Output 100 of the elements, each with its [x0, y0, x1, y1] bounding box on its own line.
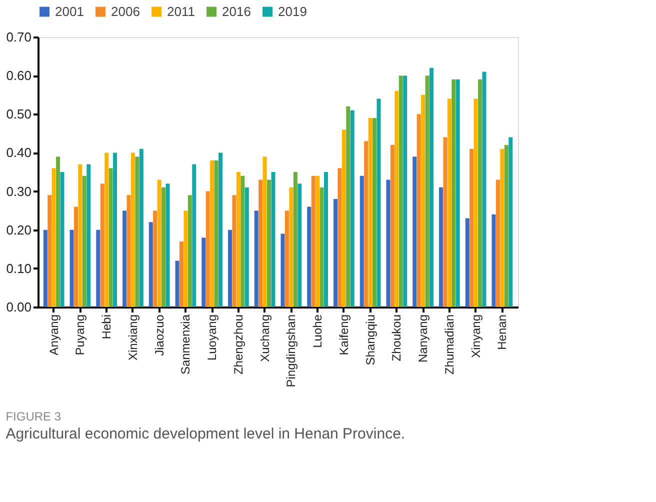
bar	[447, 98, 452, 307]
bar	[412, 156, 417, 307]
bar	[210, 160, 214, 307]
bar	[394, 91, 399, 307]
bar	[56, 156, 60, 307]
bar	[148, 222, 153, 307]
bar	[324, 172, 328, 307]
bar	[188, 195, 192, 307]
x-tick-label: Xinxiang	[126, 314, 140, 361]
bar	[425, 76, 430, 307]
x-tick-label: Anyang	[46, 314, 61, 356]
y-tick-label: 0.00	[6, 300, 32, 314]
bar	[360, 176, 364, 307]
bar	[262, 156, 267, 307]
bar	[96, 230, 100, 307]
x-tick-label: Luoyang	[205, 314, 220, 361]
bar	[70, 230, 74, 307]
bar	[316, 176, 320, 307]
bar	[346, 106, 350, 307]
bar	[271, 172, 276, 307]
bar	[372, 118, 377, 307]
x-tick-label: Zhoukou	[390, 314, 404, 362]
bar	[465, 218, 470, 307]
bar	[293, 172, 298, 307]
bar	[184, 210, 188, 307]
bar	[500, 148, 504, 307]
bar	[470, 148, 474, 307]
bar	[108, 168, 113, 307]
bar	[478, 79, 482, 307]
bar	[74, 206, 78, 307]
x-tick-label: Henan	[495, 314, 510, 350]
legend-label: 2011	[167, 4, 195, 19]
x-tick-label: Luohe	[310, 314, 325, 348]
y-tick-label: 0.30	[6, 184, 32, 199]
legend-label: 2006	[111, 4, 140, 19]
bar	[416, 114, 421, 307]
bar	[350, 110, 354, 307]
bar	[153, 210, 158, 307]
legend-label: 2001	[55, 4, 84, 19]
bar	[443, 137, 448, 307]
bar	[284, 210, 289, 307]
bar	[122, 210, 127, 307]
x-tick-label: Nanyang	[416, 314, 430, 363]
bar	[492, 214, 496, 307]
bar	[438, 187, 443, 307]
bar	[43, 230, 48, 307]
bar	[126, 195, 131, 307]
bar	[254, 210, 258, 307]
x-tick-label: Puyang	[73, 314, 88, 356]
text: Agricultural economic development level in Henan Province.	[6, 426, 406, 443]
bar	[390, 145, 394, 307]
y-tick-label: 0.10	[6, 260, 32, 276]
bar	[82, 176, 86, 307]
x-tick-label: Xinyang	[468, 314, 483, 358]
bar	[214, 160, 218, 307]
bar	[244, 187, 249, 307]
bar	[166, 184, 170, 307]
y-tick-label: 0.40	[6, 145, 32, 160]
bar	[421, 94, 426, 307]
bar	[236, 172, 240, 307]
bar	[311, 176, 316, 307]
bar	[232, 195, 236, 307]
x-tick-label: Shangqiu	[363, 314, 378, 366]
bar	[192, 164, 196, 307]
bar	[139, 148, 144, 307]
x-tick-label: Zhumadian	[442, 314, 456, 375]
bar	[504, 145, 508, 307]
bar	[364, 141, 368, 307]
x-tick-label: Pingdingshan	[284, 314, 298, 388]
caption: FIGURE 3	[6, 410, 62, 424]
x-tick-label: Jiaozuo	[152, 314, 166, 356]
bar	[258, 180, 263, 307]
x-tick-label: Sanmenxia	[178, 314, 193, 375]
bar	[135, 156, 140, 307]
bar	[104, 152, 109, 307]
bar	[218, 152, 223, 307]
bar	[228, 230, 232, 307]
bar	[100, 184, 104, 307]
bar	[162, 187, 166, 307]
legend-label: 2019	[278, 4, 307, 19]
y-tick-label: 0.70	[6, 30, 32, 44]
bar	[157, 180, 162, 307]
bar	[298, 184, 302, 307]
bar	[398, 76, 403, 307]
bar	[320, 187, 324, 307]
bar	[342, 130, 346, 307]
bar	[60, 172, 64, 307]
bar	[86, 164, 91, 307]
bar	[482, 72, 486, 307]
bar	[429, 68, 434, 307]
x-tick-label: Xuchang	[258, 314, 272, 362]
bar	[78, 164, 82, 307]
bar	[452, 79, 456, 307]
bar	[289, 187, 294, 307]
bar	[403, 76, 408, 307]
bar	[206, 191, 210, 307]
y-tick-label: 0.50	[6, 106, 32, 122]
bar	[368, 118, 372, 307]
x-tick-label: Hebi	[100, 314, 114, 340]
bar	[48, 195, 52, 307]
